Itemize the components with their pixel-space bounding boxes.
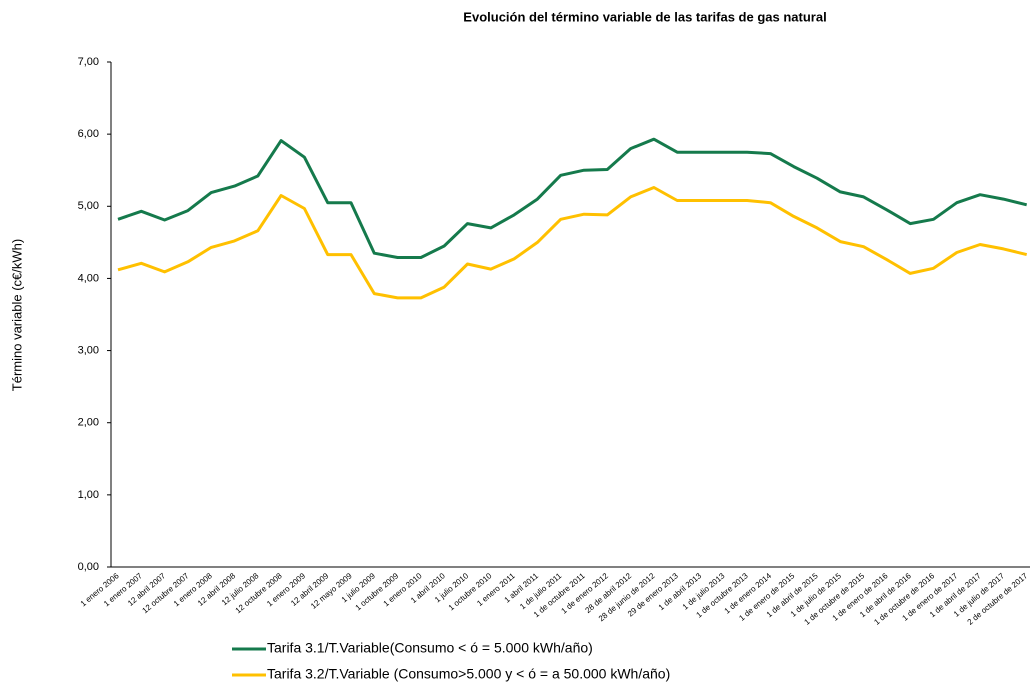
y-tick-label: 5,00 <box>78 200 99 212</box>
y-axis-label: Término variable (c€/kWh) <box>9 239 24 391</box>
legend-label: Tarifa 3.2/T.Variable (Consumo>5.000 y <… <box>267 666 670 682</box>
y-tick-label: 6,00 <box>78 128 99 140</box>
y-tick-label: 3,00 <box>78 344 99 356</box>
y-tick-label: 4,00 <box>78 272 99 284</box>
series-line <box>117 186 1028 300</box>
y-tick-label: 1,00 <box>78 489 99 501</box>
series-line <box>117 137 1028 259</box>
y-tick-label: 7,00 <box>78 56 99 68</box>
y-tick-label: 2,00 <box>78 417 99 429</box>
y-tick-label: 0,00 <box>78 561 99 573</box>
legend-label: Tarifa 3.1/T.Variable(Consumo < ó = 5.00… <box>267 640 593 656</box>
chart-title: Evolución del término variable de las ta… <box>463 9 826 24</box>
